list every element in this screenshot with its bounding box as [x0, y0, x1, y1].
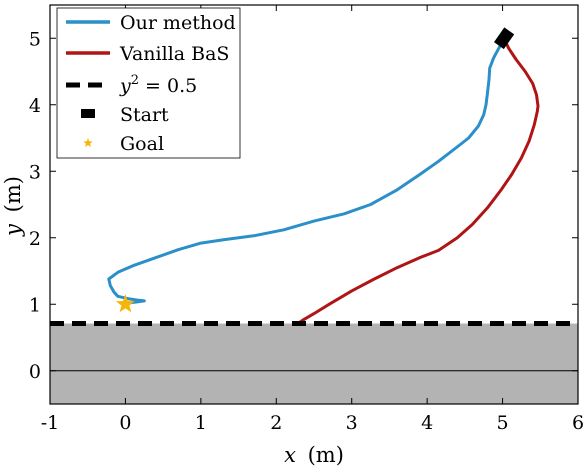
x-tick-label: -1 — [41, 412, 60, 434]
series-layer — [50, 27, 578, 327]
goal-marker-star — [115, 294, 135, 313]
x-tick-label: 5 — [497, 412, 509, 434]
y-tick-label: 5 — [29, 28, 41, 50]
legend: Our method Vanilla BaS y2 = 0.5 Start Go… — [56, 7, 241, 159]
legend-label-our-method: Our method — [120, 12, 236, 34]
x-tick-label: 6 — [572, 412, 584, 434]
x-axis-label: x (m) — [284, 443, 344, 467]
legend-label-safety-boundary: y2 = 0.5 — [119, 73, 197, 97]
unsafe-region — [50, 323, 578, 404]
x-tick-label: 4 — [421, 412, 433, 434]
x-tick-label: 0 — [119, 412, 131, 434]
legend-swatch-start — [81, 109, 95, 118]
y-tick-label: 3 — [29, 161, 41, 183]
start-marker — [494, 27, 515, 50]
y-tick-label: 2 — [29, 228, 41, 250]
y-tick-label: 1 — [29, 294, 41, 316]
series-line-our-method — [107, 38, 506, 306]
y-tick-label: 0 — [29, 361, 41, 383]
y-axis-label: y (m) — [1, 176, 25, 237]
series-line-vanilla-bas — [297, 36, 540, 325]
x-tick-label: 3 — [346, 412, 358, 434]
plot-frame — [49, 4, 579, 405]
tick-layer: -1 0 1 2 3 4 5 6 0 1 2 3 4 5 — [29, 5, 584, 434]
x-tick-label: 2 — [270, 412, 282, 434]
legend-label-goal: Goal — [120, 133, 164, 155]
y-tick-label: 4 — [29, 95, 41, 117]
legend-swatch-goal-star — [83, 138, 93, 147]
legend-label-vanilla-bas: Vanilla BaS — [119, 43, 229, 65]
legend-label-start: Start — [120, 104, 169, 126]
legend-box — [56, 7, 241, 159]
x-tick-label: 1 — [195, 412, 207, 434]
